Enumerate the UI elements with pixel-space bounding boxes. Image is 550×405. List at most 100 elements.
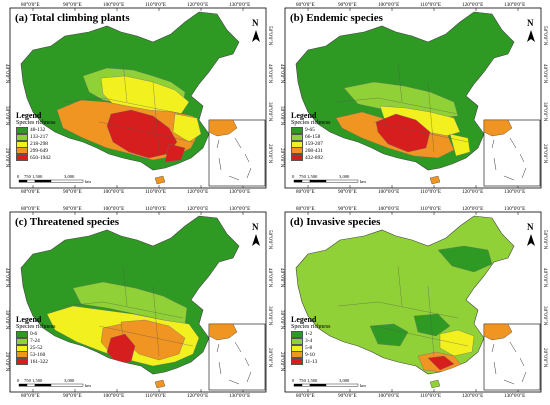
latitude-label: 40°0'0"N: [542, 64, 548, 84]
legend-title: Legend: [291, 111, 317, 120]
longitude-label: 120°0'0"E: [187, 2, 209, 8]
latitude-label: 20°0'0"N: [542, 348, 548, 368]
north-arrow-icon: [527, 234, 535, 246]
longitude-label: 130°0'0"E: [229, 2, 251, 8]
legend-swatch: [16, 337, 28, 345]
scale-bar: [293, 179, 359, 183]
latitude-label: 30°0'0"N: [279, 106, 285, 126]
longitude-label: 80°0'0"E: [296, 2, 315, 8]
longitude-label: 120°0'0"E: [462, 2, 484, 8]
province-borders: [62, 265, 194, 357]
legend-swatch: [291, 351, 303, 359]
map-panel: (c) Threatened species N 80°0'0"E 90°0'0"E 1…: [3, 206, 273, 403]
legend-subtitle: Species richness: [291, 324, 331, 330]
longitude-label: 110°0'0"E: [420, 206, 442, 212]
latitude-label: 30°0'0"N: [4, 106, 10, 126]
richness-zone: [106, 333, 136, 365]
hainan-island: [429, 175, 441, 185]
longitude-label: 100°0'0"E: [103, 393, 125, 399]
legend-swatch: [16, 140, 28, 148]
legend-swatch: [291, 154, 303, 162]
legend-range: 432-892: [305, 154, 323, 161]
longitude-label: 80°0'0"E: [296, 206, 315, 212]
richness-zone: [343, 81, 459, 119]
inset-coastline: [483, 119, 513, 137]
scale-label: 3,000: [339, 174, 350, 179]
longitude-label: 110°0'0"E: [145, 393, 167, 399]
scale-unit: km: [85, 179, 91, 184]
scale-label: 750: [24, 378, 31, 383]
longitude-label: 130°0'0"E: [504, 2, 526, 8]
legend-item: 48-132: [16, 126, 56, 134]
legend-item: 9-65: [291, 126, 331, 134]
legend-range: 161-322: [30, 358, 48, 365]
legend-title: Legend: [16, 111, 42, 120]
north-arrow-icon: [252, 30, 260, 42]
longitude-label: 110°0'0"E: [145, 206, 167, 212]
longitude-label: 110°0'0"E: [145, 189, 167, 195]
map-canvas: [9, 211, 267, 393]
richness-zone: [413, 313, 451, 337]
scale-label: 3,000: [64, 174, 75, 179]
latitude-label: 40°0'0"N: [4, 64, 10, 84]
legend-range: 53-160: [30, 351, 46, 358]
latitude-label: 50°0'0"N: [542, 230, 548, 250]
legend-range: 66-158: [305, 134, 321, 141]
legend: Legend Species richness 1-2 3-4 5-8 9-10 11-13: [291, 315, 331, 366]
longitude-label: 80°0'0"E: [21, 2, 40, 8]
longitude-label: 100°0'0"E: [378, 2, 400, 8]
legend-subtitle: Species richness: [16, 120, 56, 126]
latitude-label: 40°0'0"N: [4, 268, 10, 288]
inset-coastline: [208, 119, 238, 137]
latitude-label: 30°0'0"N: [279, 310, 285, 330]
legend-swatch: [291, 344, 303, 352]
scale-unit: km: [360, 179, 366, 184]
legend-range: 5-8: [305, 344, 313, 351]
inset-coastline: [483, 323, 513, 341]
legend: Legend Species richness 0-6 7-24 25-52 53-160…: [16, 315, 56, 366]
longitude-label: 90°0'0"E: [63, 2, 82, 8]
panel-title: (a) Total climbing plants: [15, 12, 130, 24]
longitude-label: 110°0'0"E: [420, 189, 442, 195]
legend-swatch: [16, 126, 28, 134]
legend-range: 48-132: [30, 127, 46, 134]
scale-label: 750: [299, 378, 306, 383]
scale-label: 750: [24, 174, 31, 179]
longitude-label: 100°0'0"E: [378, 393, 400, 399]
legend-range: 159-207: [305, 140, 323, 147]
latitude-label: 50°0'0"N: [267, 26, 273, 46]
scale-unit: km: [360, 383, 366, 388]
panel-title: (c) Threatened species: [15, 216, 120, 228]
legend-item: 159-207: [291, 140, 331, 148]
legend-item: 299-649: [16, 147, 56, 155]
legend-item: 1-2: [291, 330, 331, 338]
scale-bar: [18, 179, 84, 183]
latitude-label: 20°0'0"N: [4, 352, 10, 372]
map-canvas: [284, 7, 542, 189]
legend-subtitle: Species richness: [16, 324, 56, 330]
inset-boundary-dashes: [216, 341, 252, 385]
legend-item: 9-10: [291, 351, 331, 359]
legend-swatch: [16, 147, 28, 155]
inset-coastline: [208, 323, 238, 341]
legend-title: Legend: [291, 315, 317, 324]
longitude-label: 100°0'0"E: [103, 189, 125, 195]
legend-range: 0-6: [30, 331, 38, 338]
longitude-label: 80°0'0"E: [296, 189, 315, 195]
map-canvas: [284, 211, 542, 393]
legend-item: 161-322: [16, 358, 56, 366]
richness-zone: [439, 329, 475, 357]
legend-item: 0-6: [16, 330, 56, 338]
scale-label: 0: [292, 174, 295, 179]
hainan-island: [429, 379, 441, 389]
scale-bar: [293, 383, 359, 387]
scale-label: 1,500: [32, 174, 43, 179]
longitude-label: 130°0'0"E: [504, 189, 526, 195]
legend-item: 66-158: [291, 133, 331, 141]
longitude-label: 130°0'0"E: [229, 206, 251, 212]
richness-zone: [449, 133, 471, 157]
richness-zone: [369, 323, 409, 347]
legend-item: 25-52: [16, 344, 56, 352]
north-label: N: [527, 18, 534, 28]
longitude-label: 80°0'0"E: [296, 393, 315, 399]
